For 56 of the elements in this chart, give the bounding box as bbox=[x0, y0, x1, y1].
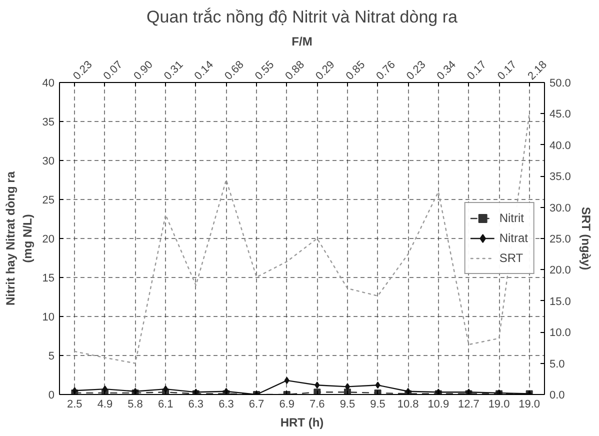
x-tick-label: 19.0 bbox=[488, 398, 510, 410]
y2-tick-label: 30.0 bbox=[550, 202, 571, 214]
legend-label: Nitrit bbox=[499, 211, 524, 225]
text: 0.55 bbox=[252, 58, 277, 82]
y-tick-label: 40 bbox=[42, 78, 55, 90]
y2-tick-label: 10.0 bbox=[550, 327, 571, 340]
y2-tick-label: 40.0 bbox=[550, 140, 571, 152]
x-tick-label: 2.5 bbox=[67, 398, 82, 410]
x-tick-label: 10.9 bbox=[428, 398, 450, 410]
text: 0.23 bbox=[404, 58, 428, 82]
x2-axis-title: F/M bbox=[292, 34, 312, 49]
y-axis-title: Nitrit hay Nitrat dòng ra (mg N/L) bbox=[3, 171, 34, 306]
x-tick-label: 19.0 bbox=[518, 398, 540, 410]
x-tick-label: 7.6 bbox=[310, 398, 325, 410]
x-tick-label: 9.5 bbox=[340, 398, 356, 410]
y-tick-label: 15 bbox=[42, 272, 55, 284]
text: 0.34 bbox=[434, 58, 459, 82]
y-tick-label: 35 bbox=[42, 116, 55, 128]
x-tick-label: 9.5 bbox=[370, 398, 386, 410]
text: 0.23 bbox=[71, 58, 95, 82]
legend-label: Nitrat bbox=[499, 231, 528, 245]
y2-tick-label: 25.0 bbox=[550, 234, 571, 246]
text: 0.76 bbox=[374, 58, 398, 82]
y-tick-label: 5 bbox=[48, 350, 55, 362]
x-tick-label: 6.3 bbox=[218, 398, 234, 410]
text: 0.31 bbox=[162, 58, 186, 82]
x-tick-label: 12.7 bbox=[458, 398, 480, 410]
text: 0.14 bbox=[192, 58, 216, 82]
x-tick-label: 5.8 bbox=[128, 398, 143, 410]
legend-label: SRT bbox=[499, 251, 524, 265]
y2-axis-title: SRT (ngày) bbox=[578, 206, 593, 270]
y2-tick-label: 0.0 bbox=[550, 390, 565, 402]
x-tick-label: 10.8 bbox=[397, 398, 419, 410]
x-tick-label: 4.9 bbox=[97, 398, 113, 410]
y2-tick-label: 5.0 bbox=[550, 358, 565, 370]
x-tick-label: 6.1 bbox=[158, 398, 174, 410]
text: 0.29 bbox=[314, 58, 338, 82]
y2-tick-label: 35.0 bbox=[550, 171, 571, 184]
y-tick-label: 0 bbox=[48, 390, 55, 402]
y2-tick-label: 20.0 bbox=[550, 264, 571, 277]
y2-tick-label: 50.0 bbox=[550, 78, 571, 90]
x-tick-label: 6.9 bbox=[279, 398, 294, 410]
text: 0.88 bbox=[283, 58, 307, 82]
y-tick-label: 20 bbox=[42, 234, 55, 246]
text: 0.68 bbox=[222, 58, 246, 82]
chart-title: Quan trắc nồng độ Nitrit và Nitrat dòng ra bbox=[146, 8, 458, 26]
y-tick-label: 10 bbox=[42, 312, 55, 324]
y-tick-label: 25 bbox=[42, 194, 55, 206]
text: 0.85 bbox=[344, 58, 368, 82]
x-tick-label: 6.7 bbox=[248, 398, 264, 410]
y2-tick-label: 15.0 bbox=[550, 296, 571, 308]
x-tick-label: 6.3 bbox=[188, 398, 204, 410]
y2-tick-label: 45.0 bbox=[550, 108, 571, 121]
y-tick-label: 30 bbox=[42, 156, 55, 168]
x-axis-title: HRT (h) bbox=[280, 416, 324, 430]
text: 0.90 bbox=[132, 58, 156, 82]
